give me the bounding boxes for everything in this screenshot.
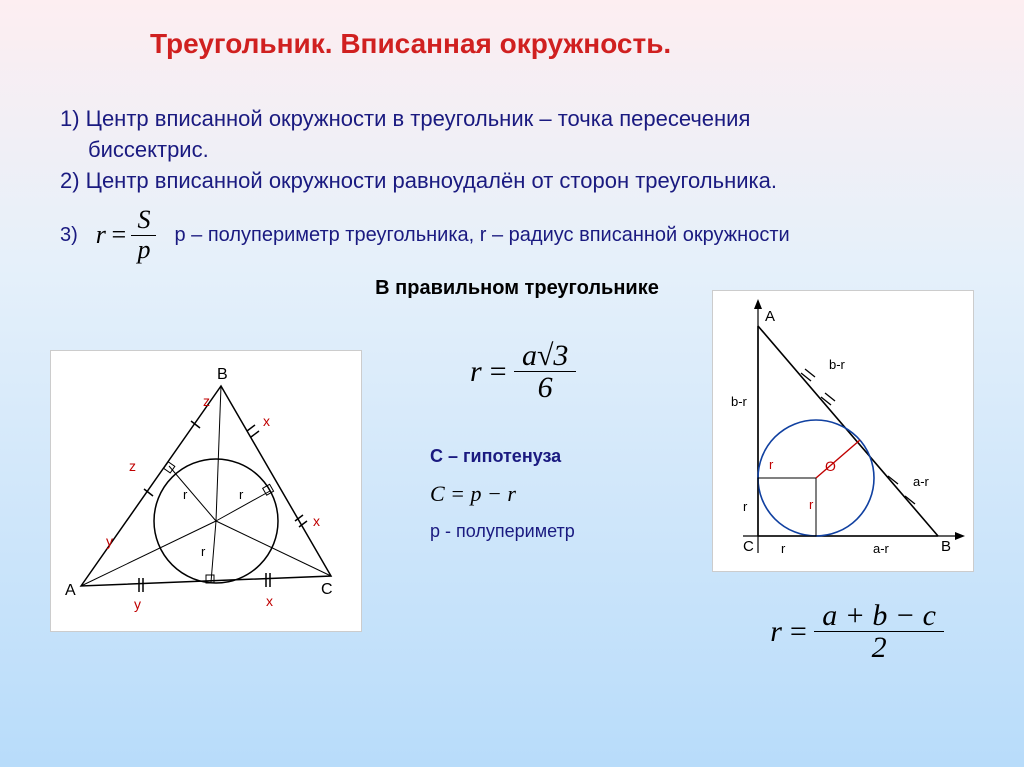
label-x3: x [266, 593, 273, 609]
label-x2: x [313, 513, 320, 529]
eq-sign: = [788, 615, 808, 649]
vertex-A: A [65, 582, 76, 599]
label-y2: y [134, 596, 141, 612]
diagrams-row: A B C z z x x y y x r r r r = [60, 310, 974, 670]
slide: Треугольник. Вписанная окружность. 1) Це… [0, 0, 1024, 767]
vertex-A: A [765, 308, 775, 325]
list-item-1-line1: 1) Центр вписанной окружности в треуголь… [60, 104, 974, 135]
label-semiperimeter: p - полупериметр [430, 521, 710, 542]
list-item-1-line2: биссектрис. [88, 135, 974, 166]
label-b-r-1: b-r [829, 357, 846, 372]
label-hypotenuse: С – гипотенуза [430, 446, 710, 467]
label-r1: r [183, 487, 188, 502]
formula-fraction: S p [131, 206, 156, 264]
vertex-B: B [217, 366, 228, 383]
label-r-center: r [809, 497, 814, 512]
label-a-r-1: a-r [913, 474, 930, 489]
list-item-2: 2) Центр вписанной окружности равноудалё… [60, 166, 974, 197]
item3-desc: p – полупериметр треугольника, r – радиу… [174, 224, 789, 247]
center-O: O [825, 458, 836, 474]
triangle-inscribed-diagram: A B C z z x x y y x r r r [50, 350, 362, 632]
content-list: 1) Центр вписанной окружности в треуголь… [60, 104, 974, 196]
label-z1: z [129, 458, 136, 474]
label-a-r-2: a-r [873, 541, 890, 556]
formula-lhs: r [96, 220, 106, 250]
label-r2: r [239, 487, 244, 502]
eq-sign: = [488, 355, 508, 389]
formula-c-equals-p-minus-r: C = p − r [430, 481, 710, 507]
eq-num: a√3 [514, 340, 576, 373]
label-r3: r [201, 544, 206, 559]
vertex-C: C [743, 538, 754, 555]
item3-prefix: 3) [60, 224, 78, 247]
vertex-B: B [941, 538, 951, 555]
eq-lhs: r [470, 355, 482, 389]
label-r-center2: r [769, 457, 774, 472]
label-r-bottom: r [781, 541, 786, 556]
label-z2: z [203, 393, 210, 409]
right-triangle-inscribed-diagram: A B C O b-r b-r a-r a-r r r r r [712, 290, 974, 572]
page-title: Треугольник. Вписанная окружность. [150, 28, 974, 60]
eq-den: 6 [530, 372, 561, 404]
eq-den: 2 [864, 632, 895, 664]
formula-right-triangle-r: r = a + b − c 2 [770, 600, 944, 664]
formula-den: p [131, 236, 156, 265]
center-equations: r = a√3 6 С – гипотенуза C = p − r p - п… [430, 340, 710, 542]
label-b-r-2: b-r [731, 394, 748, 409]
label-x1: x [263, 413, 270, 429]
formula-equilateral-r: r = a√3 6 [470, 340, 576, 404]
eq-fraction: a + b − c 2 [814, 600, 944, 664]
label-r-left: r [743, 499, 748, 514]
list-item-3-row: 3) r = S p p – полупериметр треугольника… [60, 206, 974, 264]
formula-eq: = [110, 220, 128, 250]
label-y1: y [106, 533, 113, 549]
formula-r-equals-s-over-p: r = S p [96, 206, 157, 264]
formula-num: S [131, 206, 156, 236]
eq-lhs: r [770, 615, 782, 649]
vertex-C: C [321, 581, 333, 598]
eq-num: a + b − c [814, 600, 944, 633]
eq-fraction: a√3 6 [514, 340, 576, 404]
